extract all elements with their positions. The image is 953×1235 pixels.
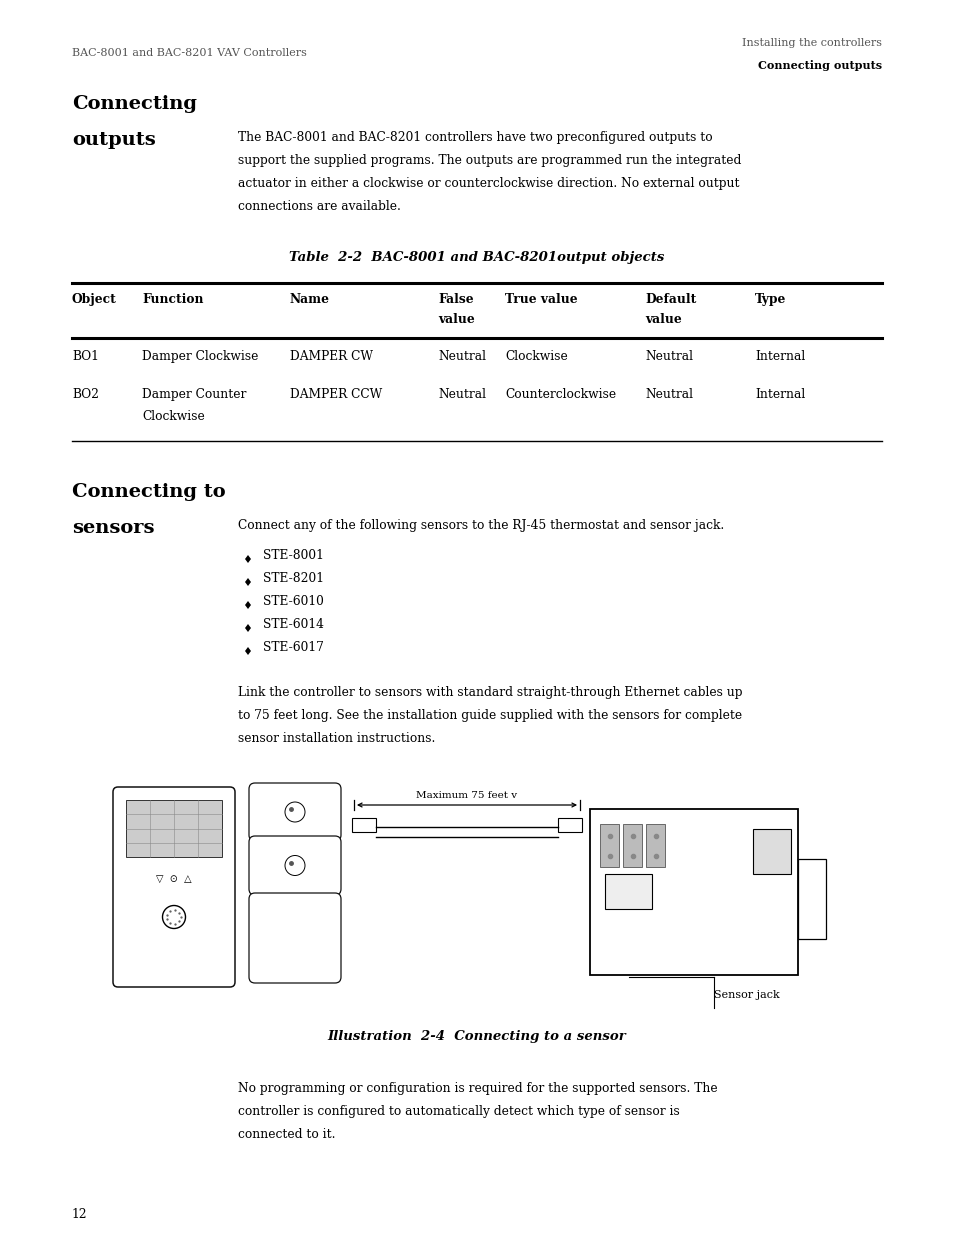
Text: Clockwise: Clockwise (504, 350, 567, 363)
Bar (558, 818, 581, 832)
Text: DAMPER CW: DAMPER CW (290, 350, 373, 363)
Text: Table  2-2  BAC-8001 and BAC-8201output objects: Table 2-2 BAC-8001 and BAC-8201output ob… (289, 251, 664, 264)
Text: Illustration  2-4  Connecting to a sensor: Illustration 2-4 Connecting to a sensor (327, 1030, 626, 1044)
Text: Function: Function (142, 293, 203, 306)
Bar (797, 860, 825, 939)
FancyBboxPatch shape (112, 787, 234, 987)
Text: actuator in either a clockwise or counterclockwise direction. No external output: actuator in either a clockwise or counte… (237, 177, 739, 190)
Text: STE-8001: STE-8001 (263, 550, 323, 562)
Text: outputs: outputs (71, 131, 155, 149)
Text: STE-8201: STE-8201 (263, 572, 324, 585)
Text: Default: Default (644, 293, 696, 306)
Bar (126, 800, 222, 857)
Text: Connecting outputs: Connecting outputs (757, 61, 882, 70)
FancyBboxPatch shape (249, 893, 340, 983)
Text: Internal: Internal (754, 388, 804, 401)
Text: No programming or configuration is required for the supported sensors. The: No programming or configuration is requi… (237, 1082, 717, 1095)
Circle shape (285, 802, 305, 823)
Text: STE-6010: STE-6010 (263, 595, 323, 608)
FancyBboxPatch shape (249, 836, 340, 895)
Text: DAMPER CCW: DAMPER CCW (290, 388, 382, 401)
Text: value: value (644, 312, 681, 326)
Text: support the supplied programs. The outputs are programmed run the integrated: support the supplied programs. The outpu… (237, 154, 740, 167)
Text: connected to it.: connected to it. (237, 1128, 335, 1141)
Bar (352, 818, 375, 832)
Text: Maximum 75 feet v: Maximum 75 feet v (416, 790, 517, 799)
Text: Connecting to: Connecting to (71, 483, 226, 501)
Text: Neutral: Neutral (437, 388, 485, 401)
Text: False: False (437, 293, 473, 306)
Text: The BAC-8001 and BAC-8201 controllers have two preconfigured outputs to: The BAC-8001 and BAC-8201 controllers ha… (237, 131, 712, 144)
Text: BO2: BO2 (71, 388, 99, 401)
Text: BAC-8001 and BAC-8201 VAV Controllers: BAC-8001 and BAC-8201 VAV Controllers (71, 48, 307, 58)
Text: Link the controller to sensors with standard straight-through Ethernet cables up: Link the controller to sensors with stan… (237, 685, 741, 699)
Text: Clockwise: Clockwise (142, 410, 205, 424)
Bar (589, 809, 797, 974)
Text: Sensor jack: Sensor jack (713, 990, 779, 1000)
Text: Counterclockwise: Counterclockwise (504, 388, 616, 401)
Text: connections are available.: connections are available. (237, 200, 400, 212)
Text: True value: True value (504, 293, 577, 306)
Bar (645, 824, 664, 867)
Bar (604, 874, 651, 909)
Text: STE-6014: STE-6014 (263, 618, 324, 631)
Text: Connecting: Connecting (71, 95, 196, 112)
Text: Type: Type (754, 293, 785, 306)
Text: Neutral: Neutral (437, 350, 485, 363)
Text: Neutral: Neutral (644, 350, 692, 363)
Text: value: value (437, 312, 475, 326)
Text: sensor installation instructions.: sensor installation instructions. (237, 732, 435, 745)
Text: to 75 feet long. See the installation guide supplied with the sensors for comple: to 75 feet long. See the installation gu… (237, 709, 741, 722)
Text: Damper Clockwise: Damper Clockwise (142, 350, 258, 363)
Bar (599, 824, 618, 867)
Text: Name: Name (290, 293, 330, 306)
Circle shape (162, 905, 185, 929)
Text: Internal: Internal (754, 350, 804, 363)
Text: Object: Object (71, 293, 117, 306)
Circle shape (285, 856, 305, 876)
Text: ▽  ⊙  △: ▽ ⊙ △ (156, 874, 192, 884)
Text: Connect any of the following sensors to the RJ-45 thermostat and sensor jack.: Connect any of the following sensors to … (237, 519, 723, 532)
Text: sensors: sensors (71, 519, 154, 537)
Text: controller is configured to automatically detect which type of sensor is: controller is configured to automaticall… (237, 1105, 679, 1118)
Text: STE-6017: STE-6017 (263, 641, 323, 655)
Text: Damper Counter: Damper Counter (142, 388, 246, 401)
Bar (752, 829, 790, 874)
Text: BO1: BO1 (71, 350, 99, 363)
Bar (622, 824, 641, 867)
Text: Installing the controllers: Installing the controllers (741, 38, 882, 48)
FancyBboxPatch shape (249, 783, 340, 841)
Text: 12: 12 (71, 1208, 88, 1221)
Text: Neutral: Neutral (644, 388, 692, 401)
